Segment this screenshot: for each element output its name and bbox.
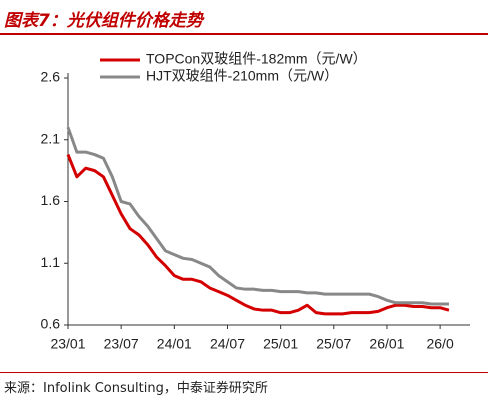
chart-title: 图表7：光伏组件价格走势	[4, 11, 203, 31]
y-tick-label: 2.1	[41, 130, 61, 146]
legend-label: HJT双玻组件-210mm（元/W）	[146, 68, 338, 84]
y-tick-label: 0.6	[41, 316, 61, 332]
x-tick-label: 26/0	[426, 336, 453, 352]
series-line	[66, 126, 449, 306]
y-tick-label: 2.6	[41, 69, 61, 85]
x-tick-label: 24/01	[157, 336, 192, 352]
x-tick-label: 24/07	[210, 336, 245, 352]
legend-label: TOPCon双玻组件-182mm（元/W）	[146, 51, 367, 67]
x-tick-label: 25/07	[316, 336, 351, 352]
series-line	[66, 154, 450, 316]
y-tick-label: 1.1	[41, 254, 61, 270]
title-rule	[0, 33, 488, 35]
x-tick-label: 23/01	[50, 336, 85, 352]
x-tick-label: 25/01	[263, 336, 298, 352]
y-tick-label: 1.6	[41, 192, 61, 208]
x-tick-label: 26/01	[369, 336, 404, 352]
source-rule	[0, 372, 488, 373]
source: 来源：Infolink Consulting，中泰证券研究所	[4, 381, 268, 396]
x-tick-label: 23/07	[104, 336, 139, 352]
